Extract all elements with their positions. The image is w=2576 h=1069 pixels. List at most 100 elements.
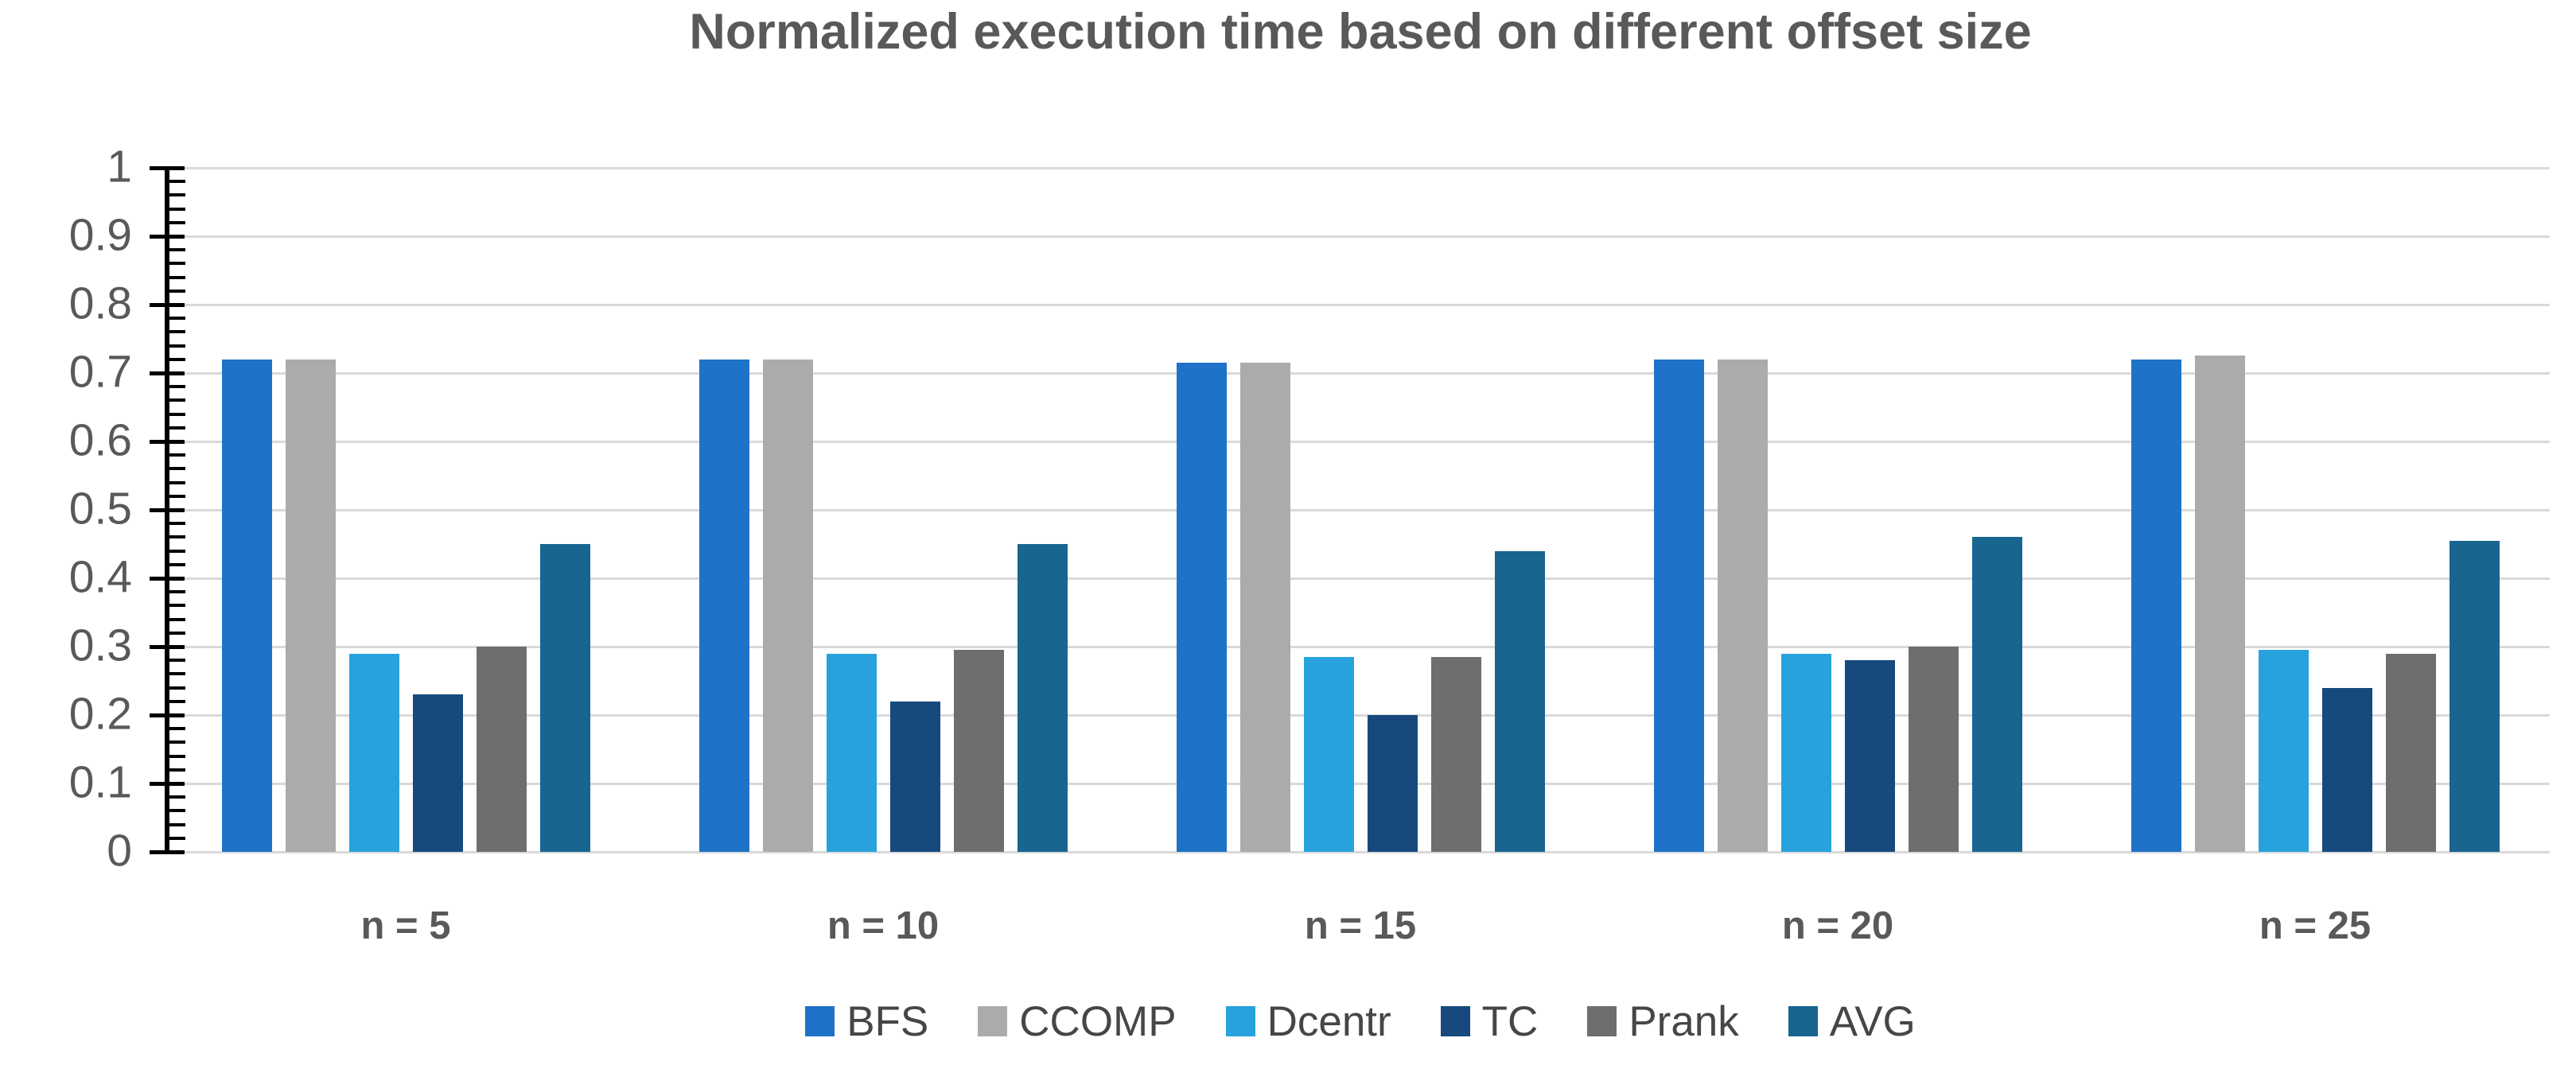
gridline (167, 441, 2550, 443)
y-minor-tick (167, 550, 185, 553)
bar-tc-5 (2322, 688, 2372, 852)
bar-prank-4 (1909, 647, 1959, 852)
y-minor-tick (167, 495, 185, 498)
y-minor-tick (167, 795, 185, 799)
gridline (167, 372, 2550, 375)
gridline (167, 167, 2550, 169)
y-minor-tick (167, 727, 185, 730)
y-minor-tick (167, 317, 185, 320)
gridline (167, 577, 2550, 580)
gridline (167, 851, 2550, 853)
y-minor-tick (167, 823, 185, 826)
y-minor-tick (167, 481, 185, 484)
legend: BFS CCOMP Dcentr TC Prank AVG (167, 988, 2554, 1055)
y-minor-tick (167, 262, 185, 265)
y-minor-tick (167, 290, 185, 293)
y-tick-label: 0.9 (68, 209, 132, 261)
y-minor-tick (167, 193, 185, 196)
gridline (167, 783, 2550, 785)
bar-dcentr-2 (827, 654, 877, 852)
y-minor-tick (167, 413, 185, 416)
bar-avg-5 (2450, 541, 2500, 852)
x-axis-label: n = 10 (827, 904, 940, 947)
y-minor-tick (167, 398, 185, 402)
y-tick-label: 0.3 (68, 620, 132, 671)
legend-swatch-ccomp (978, 1006, 1008, 1036)
bar-ccomp-5 (2195, 356, 2245, 852)
y-minor-tick (167, 453, 185, 457)
bar-dcentr-4 (1781, 654, 1831, 852)
y-tick-label: 0.4 (68, 551, 132, 603)
y-minor-tick (167, 385, 185, 388)
y-major-tick (150, 235, 185, 239)
y-minor-tick (167, 618, 185, 621)
y-major-tick (150, 782, 185, 786)
bar-dcentr-1 (349, 654, 399, 852)
y-major-tick (150, 645, 185, 649)
bar-bfs-1 (222, 360, 272, 852)
y-minor-tick (167, 700, 185, 703)
y-minor-tick (167, 208, 185, 211)
gridline (167, 235, 2550, 238)
y-tick-label: 0.1 (68, 756, 132, 808)
legend-item-ccomp: CCOMP (978, 997, 1177, 1046)
y-minor-tick (167, 221, 185, 224)
bar-prank-2 (954, 650, 1004, 852)
legend-label: BFS (846, 997, 929, 1045)
y-major-tick (150, 850, 185, 854)
y-tick-label: 0.7 (68, 346, 132, 398)
legend-swatch-prank (1587, 1006, 1617, 1036)
y-minor-tick (167, 741, 185, 744)
y-minor-tick (167, 672, 185, 675)
bar-bfs-2 (699, 360, 749, 852)
y-minor-tick (167, 248, 185, 251)
x-axis-label: n = 15 (1304, 904, 1417, 947)
legend-label: Dcentr (1267, 997, 1391, 1045)
y-minor-tick (167, 659, 185, 662)
legend-swatch-bfs (805, 1006, 835, 1036)
y-minor-tick (167, 604, 185, 607)
y-tick-label: 0.6 (68, 414, 132, 466)
bar-ccomp-2 (763, 360, 813, 852)
bar-ccomp-3 (1240, 363, 1290, 852)
bar-ccomp-1 (286, 360, 336, 852)
gridline (167, 509, 2550, 511)
bar-bfs-3 (1177, 363, 1227, 852)
y-major-tick (150, 303, 185, 307)
y-major-tick (150, 166, 185, 170)
y-minor-tick (167, 563, 185, 566)
legend-item-bfs: BFS (805, 997, 928, 1046)
x-axis-label: n = 20 (1781, 904, 1894, 947)
y-tick-label: 0 (107, 825, 132, 877)
x-axis-label: n = 5 (360, 904, 451, 947)
y-minor-tick (167, 755, 185, 758)
bar-bfs-5 (2131, 360, 2181, 852)
legend-swatch-tc (1440, 1006, 1470, 1036)
bar-avg-1 (540, 544, 590, 852)
y-tick-label: 0.5 (68, 483, 132, 534)
y-minor-tick (167, 686, 185, 690)
y-major-tick (150, 577, 185, 581)
bar-tc-3 (1368, 715, 1418, 852)
legend-item-dcentr: Dcentr (1225, 997, 1391, 1046)
gridline (167, 646, 2550, 648)
y-tick-label: 0.8 (68, 278, 132, 329)
y-minor-tick (167, 632, 185, 635)
bar-avg-3 (1495, 551, 1545, 852)
bar-bfs-4 (1654, 360, 1704, 852)
legend-label: CCOMP (1019, 997, 1177, 1045)
y-minor-tick (167, 535, 185, 538)
y-major-tick (150, 508, 185, 512)
y-tick-label: 0.2 (68, 688, 132, 740)
gridline (167, 714, 2550, 717)
bar-prank-5 (2386, 654, 2436, 852)
bar-avg-4 (1972, 537, 2022, 852)
legend-label: Prank (1628, 997, 1739, 1045)
bar-dcentr-5 (2259, 650, 2309, 852)
y-minor-tick (167, 180, 185, 183)
y-minor-tick (167, 467, 185, 470)
y-minor-tick (167, 590, 185, 593)
y-minor-tick (167, 837, 185, 840)
bar-prank-3 (1431, 657, 1481, 852)
